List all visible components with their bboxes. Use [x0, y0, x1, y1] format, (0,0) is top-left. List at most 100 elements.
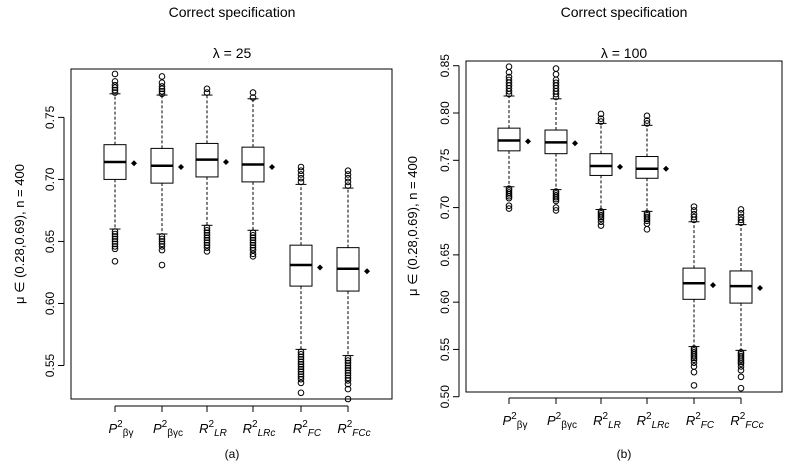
outlier-point [158, 240, 166, 248]
outlier-point [158, 83, 166, 90]
outlier-point [297, 363, 305, 371]
outlier-point [690, 382, 698, 389]
outlier-point [597, 218, 605, 226]
outlier-point [690, 210, 698, 218]
panel-caption: (a) [225, 447, 240, 461]
outlier-point [344, 171, 352, 178]
outlier-point [158, 233, 166, 240]
outlier-point [344, 354, 352, 362]
y-tick-label: 0.75 [438, 148, 452, 172]
x-tick-label: R2LR [593, 411, 621, 431]
y-axis-label: μ ∈ (0.28,0.69), n = 400 [12, 164, 27, 304]
outlier-point [344, 380, 352, 388]
x-tick-label: R2FC [293, 419, 322, 439]
outlier-point [203, 234, 211, 242]
x-tick-label: P2βγ [109, 419, 134, 439]
outlier-point [111, 228, 119, 235]
y-tick-label: 0.75 [43, 105, 57, 129]
outlier-point [737, 363, 745, 370]
x-tick-label: P2βγc [153, 419, 183, 439]
outlier-point [643, 112, 651, 120]
panel-b: Correct specification λ = 100 μ ∈ (0.28,… [405, 4, 783, 461]
plot-frame [465, 60, 783, 393]
mean-marker [317, 264, 323, 271]
outlier-point [203, 229, 211, 237]
outlier-point [203, 248, 211, 255]
outlier-point [249, 234, 257, 242]
outlier-point [552, 70, 560, 78]
outlier-point [505, 191, 513, 198]
outlier-point [737, 373, 745, 381]
outlier-point [158, 261, 166, 269]
outlier-point [505, 194, 513, 202]
outlier-point [344, 357, 352, 364]
box-4 [241, 89, 275, 260]
outlier-point [597, 215, 605, 223]
outlier-point [111, 233, 119, 240]
outlier-point [344, 374, 352, 382]
outlier-point [158, 85, 166, 93]
outlier-point [552, 193, 560, 201]
outlier-point [297, 171, 305, 178]
outlier-point [505, 202, 513, 209]
outlier-point [737, 366, 745, 374]
outlier-point [297, 375, 305, 383]
outlier-point [297, 353, 305, 361]
outlier-point [297, 368, 305, 376]
outlier-point [111, 238, 119, 245]
outlier-point [552, 79, 560, 87]
box-2 [150, 73, 184, 269]
mean-marker [525, 138, 531, 145]
outlier-point [690, 368, 698, 376]
outlier-point [111, 86, 119, 94]
outlier-point [737, 358, 745, 366]
outlier-point [158, 79, 166, 86]
mean-marker [617, 163, 623, 170]
mean-marker [710, 282, 716, 289]
outlier-point [203, 244, 211, 251]
outlier-point [249, 94, 257, 101]
outlier-point [552, 197, 560, 205]
outlier-point [158, 90, 166, 98]
outlier-point [203, 239, 211, 246]
outlier-point [249, 229, 257, 237]
mean-marker [757, 284, 763, 291]
outlier-point [297, 373, 305, 380]
outlier-point [505, 76, 513, 84]
outlier-point [737, 216, 745, 224]
x-tick-label: R2FCc [337, 419, 370, 439]
outlier-point [552, 204, 560, 211]
outlier-point [111, 243, 119, 250]
outlier-point [158, 88, 166, 95]
outlier-point [552, 65, 560, 72]
outlier-point [297, 348, 305, 356]
outlier-point [737, 384, 745, 392]
box-2 [544, 65, 578, 214]
y-tick-label: 0.55 [438, 337, 452, 361]
box-1 [103, 70, 137, 265]
outlier-point [552, 195, 560, 203]
outlier-point [552, 207, 560, 214]
x-tick-label: R2LRc [637, 411, 670, 431]
box-5 [682, 203, 716, 389]
outlier-point [737, 213, 745, 221]
outlier-point [690, 207, 698, 214]
outlier-point [643, 213, 651, 221]
outlier-point [344, 364, 352, 372]
outlier-point [297, 389, 305, 397]
outlier-point [344, 367, 352, 374]
outlier-point [643, 226, 651, 233]
box-1 [497, 63, 531, 212]
outlier-point [597, 213, 605, 221]
outlier-point [297, 360, 305, 368]
x-tick-label: P2βγ [503, 411, 528, 431]
x-axis: P2βγ P2βγc R2LR R2LRc R2FC R2FCc [503, 397, 764, 431]
outlier-point [344, 377, 352, 384]
outlier-point [505, 205, 513, 212]
outlier-point [203, 226, 211, 234]
outlier-point [158, 235, 166, 243]
outlier-point [203, 224, 211, 232]
box-6 [336, 167, 370, 403]
x-tick-label: P2βγc [547, 411, 577, 431]
outlier-point [297, 167, 305, 175]
